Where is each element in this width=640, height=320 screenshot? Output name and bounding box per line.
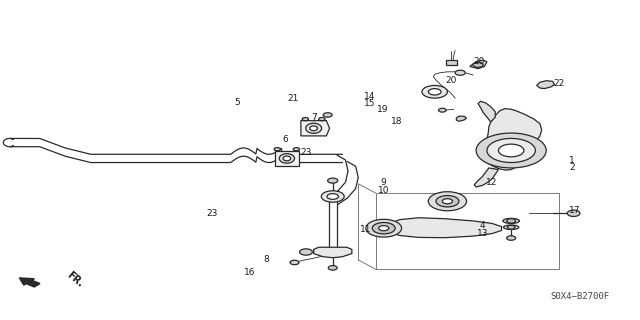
- Text: 15: 15: [364, 99, 376, 108]
- Circle shape: [274, 148, 280, 151]
- Circle shape: [328, 266, 337, 270]
- Text: 4: 4: [479, 220, 485, 229]
- Text: 13: 13: [477, 229, 488, 238]
- Text: 7: 7: [311, 113, 317, 122]
- Bar: [376, 193, 559, 269]
- Text: 18: 18: [390, 117, 402, 126]
- Text: S0X4−B2700F: S0X4−B2700F: [551, 292, 610, 301]
- Text: 2: 2: [569, 164, 575, 172]
- Circle shape: [507, 236, 516, 240]
- Text: 5: 5: [234, 99, 240, 108]
- Circle shape: [293, 148, 300, 151]
- Circle shape: [436, 196, 459, 207]
- Text: 8: 8: [263, 255, 269, 264]
- Circle shape: [508, 225, 515, 229]
- Polygon shape: [301, 121, 330, 136]
- Circle shape: [442, 199, 452, 204]
- Circle shape: [499, 144, 524, 157]
- Polygon shape: [470, 60, 487, 69]
- Circle shape: [328, 178, 338, 183]
- Circle shape: [300, 249, 312, 255]
- Circle shape: [455, 70, 465, 75]
- Ellipse shape: [310, 126, 317, 131]
- Circle shape: [438, 108, 446, 112]
- Ellipse shape: [504, 225, 519, 229]
- Text: 20: 20: [445, 76, 457, 85]
- Text: 22: 22: [554, 79, 564, 88]
- Bar: [445, 60, 457, 66]
- Circle shape: [422, 85, 447, 98]
- FancyArrow shape: [19, 278, 40, 287]
- Polygon shape: [537, 81, 554, 89]
- Circle shape: [473, 62, 483, 68]
- Text: 20: 20: [474, 57, 485, 66]
- Polygon shape: [384, 218, 502, 238]
- Text: 11: 11: [360, 225, 372, 234]
- Circle shape: [302, 117, 308, 121]
- Text: 21: 21: [287, 94, 299, 103]
- Circle shape: [428, 192, 467, 211]
- Text: 14: 14: [364, 92, 376, 101]
- Text: 12: 12: [486, 178, 498, 187]
- Ellipse shape: [503, 218, 520, 223]
- Text: 1: 1: [569, 156, 575, 164]
- Circle shape: [379, 226, 389, 231]
- Text: 23: 23: [206, 209, 218, 219]
- Text: 16: 16: [244, 268, 255, 277]
- Circle shape: [366, 219, 401, 237]
- Circle shape: [372, 222, 395, 234]
- Circle shape: [487, 139, 536, 163]
- Circle shape: [567, 210, 580, 216]
- Text: FR.: FR.: [65, 270, 85, 289]
- Polygon shape: [474, 168, 499, 187]
- Circle shape: [321, 191, 344, 202]
- Circle shape: [290, 260, 299, 265]
- Polygon shape: [314, 247, 352, 258]
- Bar: [275, 151, 299, 166]
- Polygon shape: [456, 116, 467, 121]
- Circle shape: [476, 133, 546, 168]
- Text: 17: 17: [569, 206, 580, 215]
- Circle shape: [323, 113, 332, 117]
- Ellipse shape: [279, 154, 294, 163]
- Text: 9: 9: [381, 178, 387, 187]
- Ellipse shape: [283, 156, 291, 161]
- Circle shape: [507, 219, 516, 223]
- Text: 23: 23: [300, 148, 312, 156]
- Polygon shape: [478, 101, 495, 122]
- Text: 6: 6: [282, 135, 288, 144]
- Circle shape: [428, 89, 441, 95]
- Text: 19: 19: [377, 105, 388, 114]
- Text: 10: 10: [378, 186, 390, 195]
- Circle shape: [327, 194, 339, 199]
- Circle shape: [319, 117, 325, 121]
- Polygon shape: [482, 108, 541, 170]
- Ellipse shape: [306, 123, 321, 133]
